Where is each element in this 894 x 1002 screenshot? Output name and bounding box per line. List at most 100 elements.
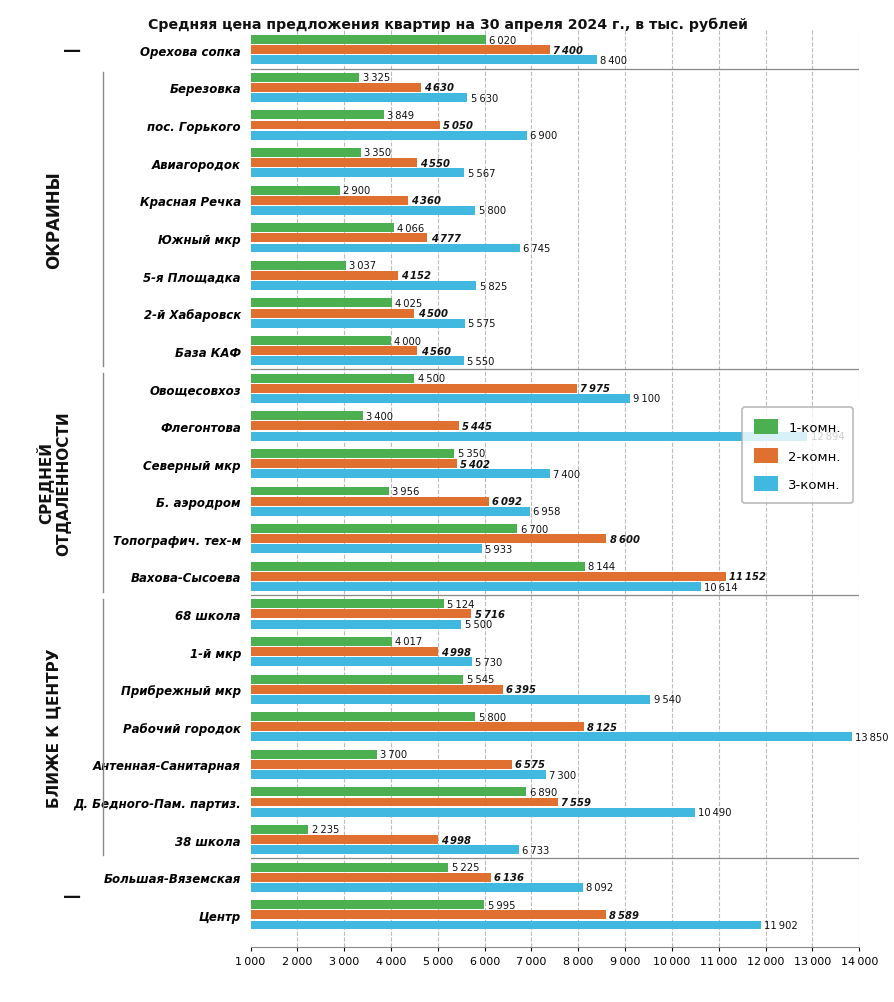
Text: 5 545: 5 545 xyxy=(466,674,493,684)
Text: 4 998: 4 998 xyxy=(441,835,470,845)
Text: 5 995: 5 995 xyxy=(487,900,515,910)
Bar xyxy=(250,582,700,591)
Bar xyxy=(250,272,398,281)
Bar xyxy=(250,620,460,629)
Text: 10 614: 10 614 xyxy=(704,582,737,592)
Bar xyxy=(250,826,308,834)
Text: 5 800: 5 800 xyxy=(478,206,505,216)
Text: 13 850: 13 850 xyxy=(855,732,888,742)
Bar xyxy=(250,94,467,103)
Bar xyxy=(250,111,384,120)
Text: 4 998: 4 998 xyxy=(441,647,470,657)
Bar xyxy=(250,921,760,930)
Text: 4 152: 4 152 xyxy=(401,272,431,282)
Text: 5 800: 5 800 xyxy=(478,712,505,721)
Bar xyxy=(250,186,339,195)
Text: 8 092: 8 092 xyxy=(586,883,612,893)
Text: 11 152: 11 152 xyxy=(729,572,765,582)
Text: 3 849: 3 849 xyxy=(387,111,414,120)
Bar xyxy=(250,412,363,421)
Bar xyxy=(250,385,577,394)
Text: 6 092: 6 092 xyxy=(492,497,522,507)
Bar xyxy=(250,901,484,909)
Text: 4 017: 4 017 xyxy=(394,637,422,646)
Text: 5 550: 5 550 xyxy=(467,357,493,367)
Text: 5 933: 5 933 xyxy=(485,544,511,554)
Text: Средняя цена предложения квартир на 30 апреля 2024 г., в тыс. рублей: Средняя цена предложения квартир на 30 а… xyxy=(148,18,746,32)
Text: 7 400: 7 400 xyxy=(552,469,580,479)
Text: 3 700: 3 700 xyxy=(380,749,407,760)
Text: 6 700: 6 700 xyxy=(520,524,547,534)
Text: 5 567: 5 567 xyxy=(468,168,494,178)
Text: 5 825: 5 825 xyxy=(479,282,507,292)
Text: —: — xyxy=(63,42,80,60)
Text: 6 958: 6 958 xyxy=(532,507,560,517)
Text: 5 730: 5 730 xyxy=(475,657,502,667)
Bar xyxy=(250,169,464,178)
Bar xyxy=(250,863,448,872)
Text: 6 890: 6 890 xyxy=(529,788,556,797)
Bar xyxy=(250,610,471,619)
Bar xyxy=(250,675,463,683)
Text: 5 124: 5 124 xyxy=(446,599,474,609)
Text: 7 559: 7 559 xyxy=(561,798,590,808)
Text: 8 144: 8 144 xyxy=(587,562,615,571)
Bar xyxy=(250,320,464,329)
Bar xyxy=(250,637,392,646)
Text: 5 630: 5 630 xyxy=(470,93,497,103)
Bar xyxy=(250,74,359,82)
Text: 5 050: 5 050 xyxy=(443,121,473,131)
Bar xyxy=(250,771,545,780)
Bar xyxy=(250,507,529,516)
Text: 5 575: 5 575 xyxy=(468,319,495,329)
Bar xyxy=(250,535,606,544)
Bar xyxy=(250,310,414,319)
Text: 5 350: 5 350 xyxy=(457,449,485,459)
Bar xyxy=(250,572,725,581)
Bar xyxy=(250,732,851,741)
Bar xyxy=(250,282,476,291)
Text: —: — xyxy=(63,887,80,905)
Bar xyxy=(250,911,605,920)
Bar xyxy=(250,873,491,882)
Text: 6 395: 6 395 xyxy=(506,684,536,694)
Text: 6 020: 6 020 xyxy=(488,36,516,45)
Bar xyxy=(250,685,502,694)
Text: 4 025: 4 025 xyxy=(395,299,422,309)
Text: 3 350: 3 350 xyxy=(364,148,391,158)
Text: 6 575: 6 575 xyxy=(514,760,544,770)
Bar xyxy=(250,357,463,366)
Text: 8 125: 8 125 xyxy=(586,722,617,732)
Bar xyxy=(250,395,629,404)
Text: 7 975: 7 975 xyxy=(580,384,610,394)
Bar xyxy=(250,808,694,817)
Bar xyxy=(250,788,526,797)
Text: 5 716: 5 716 xyxy=(474,609,504,619)
Bar xyxy=(250,422,459,431)
Bar xyxy=(250,46,550,55)
Bar xyxy=(250,375,414,383)
Bar xyxy=(250,761,511,770)
Bar xyxy=(250,846,519,855)
Text: 4 360: 4 360 xyxy=(410,196,441,206)
Text: 3 956: 3 956 xyxy=(392,487,419,496)
Bar xyxy=(250,36,485,45)
Bar xyxy=(250,722,584,731)
Text: 3 037: 3 037 xyxy=(349,262,376,271)
Bar xyxy=(250,647,437,656)
Bar xyxy=(250,695,650,704)
Text: 2 235: 2 235 xyxy=(311,825,339,835)
Bar xyxy=(250,337,391,346)
Bar xyxy=(250,347,417,356)
Bar xyxy=(250,883,582,892)
Text: 10 490: 10 490 xyxy=(697,808,730,818)
Text: 4 777: 4 777 xyxy=(430,233,460,243)
Legend: 1-комн., 2-комн., 3-комн.: 1-комн., 2-комн., 3-комн. xyxy=(741,408,852,504)
Bar xyxy=(250,206,475,215)
Text: 7 300: 7 300 xyxy=(548,770,576,780)
Bar xyxy=(250,460,456,469)
Text: 4 066: 4 066 xyxy=(397,223,424,233)
Bar xyxy=(250,149,360,157)
Text: 6 136: 6 136 xyxy=(493,873,524,883)
Bar xyxy=(250,470,550,479)
